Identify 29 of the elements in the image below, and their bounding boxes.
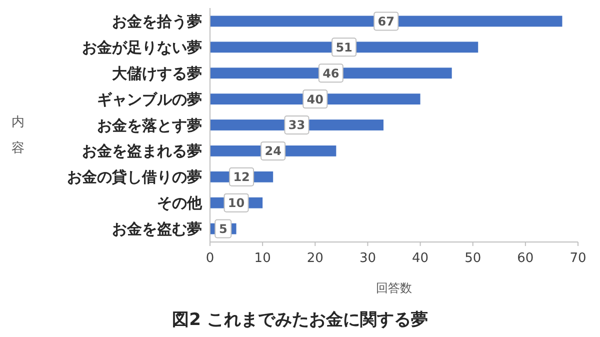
x-axis-title: 回答数 [376,281,412,295]
y-axis-title: 内容 [12,115,24,156]
x-tick-label: 0 [206,251,214,266]
x-tick-label: 20 [306,251,324,266]
y-tick-label: お金を盗む夢 [112,220,202,238]
x-tick-label: 50 [464,251,482,266]
y-tick-label: お金を盗まれる夢 [82,142,202,160]
data-label: 33 [288,118,306,132]
x-tick-label: 40 [412,251,429,266]
x-tick-label: 30 [359,251,376,266]
y-tick-label: 大儲けする夢 [112,64,202,82]
y-tick-label: その他 [157,194,203,212]
data-label: 10 [228,196,245,210]
y-tick-label: お金を落とす夢 [97,116,202,134]
text: 図2 これまでみたお金に関する夢 [172,310,428,330]
y-tick-label: お金の貸し借りの夢 [67,168,202,186]
y-tick-label: お金を拾う夢 [112,12,202,30]
data-label: 5 [218,222,228,236]
data-label: 40 [306,92,324,106]
data-label: 51 [336,40,352,54]
data-label: 67 [378,14,394,28]
x-tick-label: 10 [254,251,271,266]
y-tick-label: ギャンブルの夢 [97,90,202,108]
x-tick-label: 60 [517,251,534,266]
data-label: 12 [233,170,250,184]
x-tick-label: 70 [570,251,586,266]
data-label: 24 [264,144,282,158]
y-tick-label: お金が足りない夢 [82,38,202,56]
data-label: 46 [322,66,340,80]
